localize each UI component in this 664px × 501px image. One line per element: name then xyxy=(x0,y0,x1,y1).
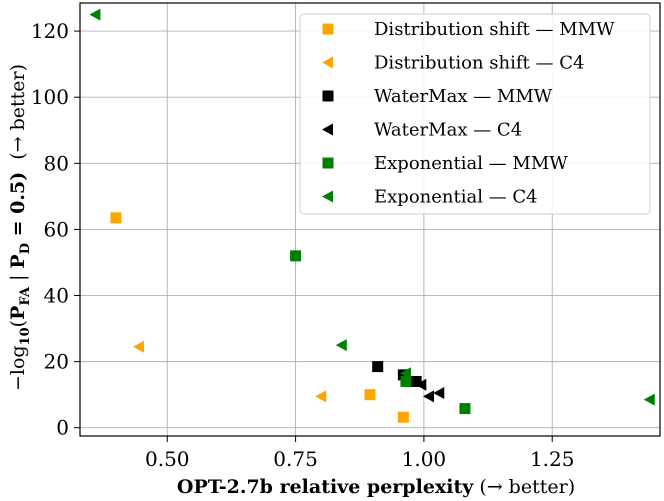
legend-label: Distribution shift — MMW xyxy=(374,19,615,40)
data-point xyxy=(643,393,655,406)
legend-label: Exponential — MMW xyxy=(374,153,568,174)
legend-label: WaterMax — C4 xyxy=(374,120,522,141)
y-axis-label-threshold: = 0.5) xyxy=(7,172,29,243)
legend-label: Distribution shift — C4 xyxy=(374,53,584,74)
legend-box xyxy=(299,13,651,215)
plot-frame xyxy=(79,2,661,437)
y-axis-label-direction: (→ better) xyxy=(7,64,29,160)
data-point xyxy=(433,387,445,400)
y-tick-label: 20 xyxy=(44,350,69,374)
x-axis-label: OPT-2.7b relative perplexity (→ better) xyxy=(177,476,575,498)
legend-label: Exponential — C4 xyxy=(374,187,538,208)
series-group xyxy=(133,340,327,403)
y-tick-label: 60 xyxy=(44,217,69,241)
data-point xyxy=(372,361,384,373)
legend-marker xyxy=(322,90,334,102)
y-tick-label: 100 xyxy=(31,85,69,109)
data-point xyxy=(315,390,327,403)
legend-marker xyxy=(322,157,334,169)
y-axis-label-pfa-sub: FA xyxy=(18,286,33,305)
data-point xyxy=(290,250,302,262)
data-point xyxy=(89,8,101,21)
data-point xyxy=(397,411,409,423)
y-axis-label-pd: P xyxy=(7,254,29,268)
y-axis-label-given: | xyxy=(7,269,29,287)
data-point xyxy=(410,375,422,387)
x-axis-label-main: OPT-2.7b relative perplexity xyxy=(177,476,474,498)
y-axis-label-open-paren: ( xyxy=(7,320,29,327)
y-axis-label-pd-sub: D xyxy=(18,243,33,254)
y-axis-label-neglog: −log xyxy=(7,345,29,391)
data-point xyxy=(364,389,376,401)
data-point xyxy=(459,403,471,415)
data-point xyxy=(110,212,122,224)
x-tick-label: 1.25 xyxy=(530,447,575,471)
data-point xyxy=(133,340,145,353)
legend-marker xyxy=(322,23,334,35)
series-group xyxy=(290,250,471,415)
legend-marker xyxy=(322,123,333,136)
y-axis-label: −log10(PFA | PD = 0.5) (→ better) xyxy=(7,64,33,391)
data-point xyxy=(399,367,411,380)
data-point xyxy=(400,375,412,387)
data-points xyxy=(89,8,655,423)
legend-marker xyxy=(322,190,333,203)
series-group xyxy=(415,378,445,403)
series-group xyxy=(89,8,655,406)
y-tick-label: 0 xyxy=(56,416,69,440)
x-tick-label: 0.75 xyxy=(273,447,318,471)
series-group xyxy=(110,212,409,423)
data-point xyxy=(415,378,427,391)
data-point xyxy=(423,390,435,403)
legend-marker xyxy=(322,56,333,69)
x-tick-label: 1.00 xyxy=(402,447,447,471)
legend-label: WaterMax — MMW xyxy=(374,86,553,107)
x-tick-label: 0.50 xyxy=(145,447,190,471)
series-group xyxy=(372,361,422,387)
x-axis-label-direction: (→ better) xyxy=(479,476,575,498)
y-axis-label-pfa: P xyxy=(7,306,29,320)
axis-ticks: 0.50 0.75 1.00 1.25 0 20 40 60 80 100 120 xyxy=(31,19,575,471)
y-tick-label: 80 xyxy=(44,151,69,175)
y-axis-label-log-base: 10 xyxy=(18,327,33,345)
data-point xyxy=(335,339,347,352)
legend: Distribution shift — MMW Distribution shi… xyxy=(299,13,651,215)
y-tick-label: 40 xyxy=(44,284,69,308)
y-tick-label: 120 xyxy=(31,19,69,43)
